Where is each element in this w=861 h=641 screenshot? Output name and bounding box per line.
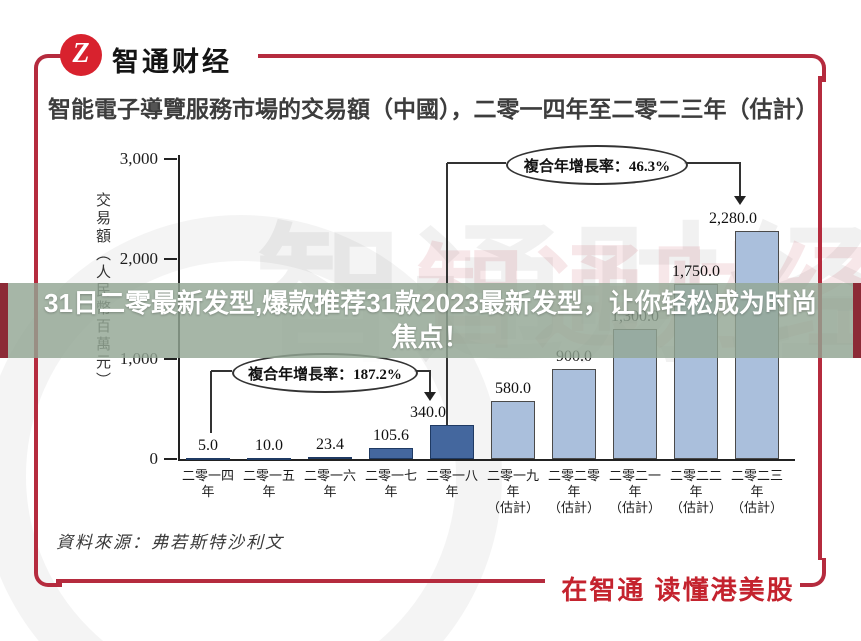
chart-title: 智能電子導覽服務市場的交易額（中國），二零一四年至二零二三年（估計） <box>48 97 819 122</box>
bar-value-label: 10.0 <box>255 436 283 454</box>
bar-二零一四年 <box>186 457 230 460</box>
bar-value-label: 23.4 <box>316 435 344 453</box>
x-label-estimate: （估計） <box>608 500 661 515</box>
cagr-balloon: 複合年增長率：187.2% <box>232 353 418 393</box>
y-tick-mark <box>164 158 177 160</box>
x-axis-category: 二零二三年 （估計） <box>725 468 789 516</box>
frame-corner-bottom-right <box>800 558 826 587</box>
frame-corner-top-right <box>798 54 826 82</box>
x-label-year: 二零一八年 <box>425 468 478 499</box>
annotation-connector <box>211 370 232 372</box>
y-tick-mark <box>164 458 177 460</box>
annotation-connector <box>210 371 212 433</box>
brand-name: 智通财经 <box>112 47 232 77</box>
bar-二零一五年 <box>247 457 291 460</box>
bar-二零一八年 <box>430 425 474 459</box>
annotation-connector <box>447 162 506 164</box>
overlay-banner <box>0 283 861 358</box>
bar-value-label: 340.0 <box>410 404 446 421</box>
x-label-year: 二零一五年 <box>242 468 295 499</box>
annotation-arrow-icon <box>734 196 746 205</box>
x-axis-line <box>178 459 795 461</box>
y-tick-label: 2,000 <box>119 249 158 268</box>
x-axis-category: 二零一九年 （估計） <box>481 468 545 516</box>
annotation-connector <box>684 162 741 164</box>
x-label-year: 二零一四年 <box>181 468 234 499</box>
y-tick-mark <box>164 358 177 360</box>
x-label-year: 二零一六年 <box>303 468 356 499</box>
bar-value-label: 105.6 <box>373 427 409 445</box>
y-tick-label: 3,000 <box>119 149 158 168</box>
bar-二零二零年 <box>552 369 596 459</box>
overlay-banner-text: 31日二零最新发型,爆款推荐31款2023最新发型，让你轻松成为时尚 焦点！ <box>0 286 861 354</box>
x-axis-category: 二零一八年 <box>420 468 484 500</box>
annotation-connector <box>429 371 431 392</box>
y-tick-label: 0 <box>149 449 159 468</box>
x-axis-category: 二零一五年 <box>237 468 301 500</box>
frame-corner-bottom-left <box>34 558 62 587</box>
frame-bottom-line <box>56 579 545 583</box>
bar-value-label: 1,750.0 <box>672 263 720 280</box>
frame-hook-top-left <box>34 54 62 80</box>
x-axis-category: 二零二二年 （估計） <box>664 468 728 516</box>
cagr-balloon: 複合年增長率：46.3% <box>506 145 688 185</box>
overlay-banner-right-cap <box>853 283 861 358</box>
bar-value-label: 2,280.0 <box>709 210 757 227</box>
x-axis-category: 二零一六年 <box>298 468 362 500</box>
logo-z-glyph: Z <box>72 38 90 69</box>
data-source: 資料來源：弗若斯特沙利文 <box>56 533 284 552</box>
x-label-year: 二零一九年 <box>486 468 539 499</box>
x-label-year: 二零二二年 <box>669 468 722 499</box>
x-label-estimate: （估計） <box>730 500 783 515</box>
overlay-text-line1: 31日二零最新发型,爆款推荐31款2023最新发型，让你轻松成为时尚 <box>44 288 817 318</box>
x-axis-category: 二零二零年 （估計） <box>542 468 606 516</box>
x-label-estimate: （估計） <box>547 500 600 515</box>
cagr-label: 複合年增長率：187.2% <box>248 366 402 383</box>
bar-value-label: 580.0 <box>495 380 531 397</box>
bar-二零一九年 <box>491 401 535 459</box>
bar-二零一七年 <box>369 448 413 459</box>
cagr-label: 複合年增長率：46.3% <box>523 158 671 175</box>
x-label-year: 二零二零年 <box>547 468 600 499</box>
x-label-estimate: （估計） <box>486 500 539 515</box>
x-axis-category: 二零一七年 <box>359 468 423 500</box>
x-axis-category: 二零一四年 <box>176 468 240 500</box>
zhitong-logo-icon: Z <box>60 34 102 76</box>
x-label-year: 二零二一年 <box>608 468 661 499</box>
x-label-year: 二零一七年 <box>364 468 417 499</box>
annotation-connector <box>414 370 431 372</box>
x-label-year: 二零二三年 <box>730 468 783 499</box>
bar-二零一六年 <box>308 456 352 459</box>
x-axis-category: 二零二一年 （估計） <box>603 468 667 516</box>
brand-slogan: 在智通 读懂港美股 <box>561 575 795 605</box>
annotation-arrow-icon <box>424 392 436 401</box>
frame-top-line <box>258 54 802 58</box>
y-tick-mark <box>164 258 177 260</box>
overlay-banner-left-cap <box>0 283 8 358</box>
x-label-estimate: （估計） <box>669 500 722 515</box>
overlay-text-line2: 焦点！ <box>391 322 470 352</box>
bar-value-label: 5.0 <box>198 436 218 454</box>
annotation-connector <box>739 163 741 196</box>
